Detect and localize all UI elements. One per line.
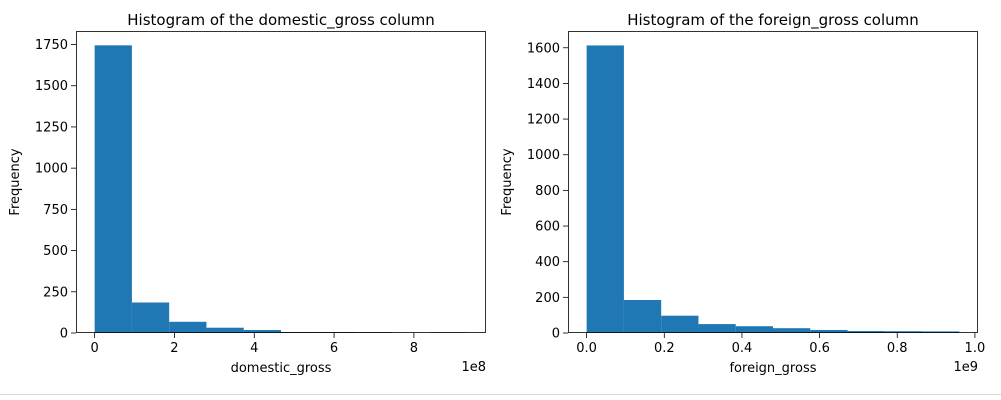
y-tick-label: 0 — [552, 327, 560, 342]
bottom-divider — [0, 394, 1001, 395]
histogram-bar — [661, 315, 699, 333]
chart-title: Histogram of the foreign_gross column — [627, 11, 919, 30]
chart-panel-1: 0 2 4 6 8 0 250 500 750 1000 1250 1500 1750 Histogram… — [8, 11, 486, 376]
histogram-bar — [206, 327, 244, 333]
y-tick-label: 500 — [43, 244, 68, 259]
x-tick-label: 1.0 — [965, 341, 986, 356]
histogram-bar — [847, 331, 885, 333]
histogram-bar — [94, 45, 132, 334]
x-tick-label: 6 — [330, 341, 338, 356]
x-tick-label: 0.6 — [809, 341, 830, 356]
y-axis-label: Frequency — [500, 148, 515, 215]
y-tick-label: 1000 — [35, 162, 68, 177]
y-axis-label: Frequency — [8, 148, 23, 215]
x-tick-label: 0 — [90, 341, 98, 356]
axes-frame — [76, 31, 486, 333]
x-tick-label: 8 — [410, 341, 418, 356]
x-tick-label: 0.8 — [887, 341, 908, 356]
histogram-bar — [735, 326, 773, 333]
y-tick-label: 600 — [535, 220, 560, 235]
chart-panel-2: 0.0 0.2 0.4 0.6 0.8 1.0 0 200 400 600 800 1000 1200 1… — [500, 11, 985, 376]
x-tick-label: 0.0 — [576, 341, 597, 356]
y-tick-label: 1200 — [527, 113, 560, 128]
x-tick-label: 4 — [250, 341, 258, 356]
x-axis-label: domestic_gross — [231, 361, 332, 376]
y-tick-label: 250 — [43, 285, 68, 300]
y-tick-label: 1750 — [35, 38, 68, 53]
histogram-bar — [586, 45, 624, 333]
x-axis-label: foreign_gross — [729, 361, 816, 376]
x-tick-label: 2 — [170, 341, 178, 356]
histogram-bar — [169, 321, 207, 333]
histogram-bar — [773, 328, 811, 333]
y-tick-label: 1600 — [527, 41, 560, 56]
y-tick-label: 1000 — [527, 148, 560, 163]
x-tick-label: 0.4 — [732, 341, 753, 356]
y-tick-label: 800 — [535, 184, 560, 199]
x-tick-label: 0.2 — [654, 341, 675, 356]
histogram-bar — [623, 300, 662, 333]
histogram-bar — [243, 330, 281, 333]
chart-title: Histogram of the domestic_gross column — [127, 11, 435, 30]
y-tick-label: 1400 — [527, 77, 560, 92]
y-tick-label: 400 — [535, 255, 560, 270]
y-tick-label: 0 — [60, 327, 68, 342]
y-tick-label: 1500 — [35, 79, 68, 94]
y-tick-label: 200 — [535, 291, 560, 306]
histogram-bar — [698, 324, 736, 333]
x-axis-offset-label: 1e8 — [461, 360, 486, 375]
histogram-bar — [810, 329, 848, 333]
x-axis-offset-label: 1e9 — [953, 360, 978, 375]
y-tick-label: 750 — [43, 203, 68, 218]
axes-frame — [568, 31, 978, 333]
histogram-bar — [131, 302, 170, 333]
y-tick-label: 1250 — [35, 120, 68, 135]
